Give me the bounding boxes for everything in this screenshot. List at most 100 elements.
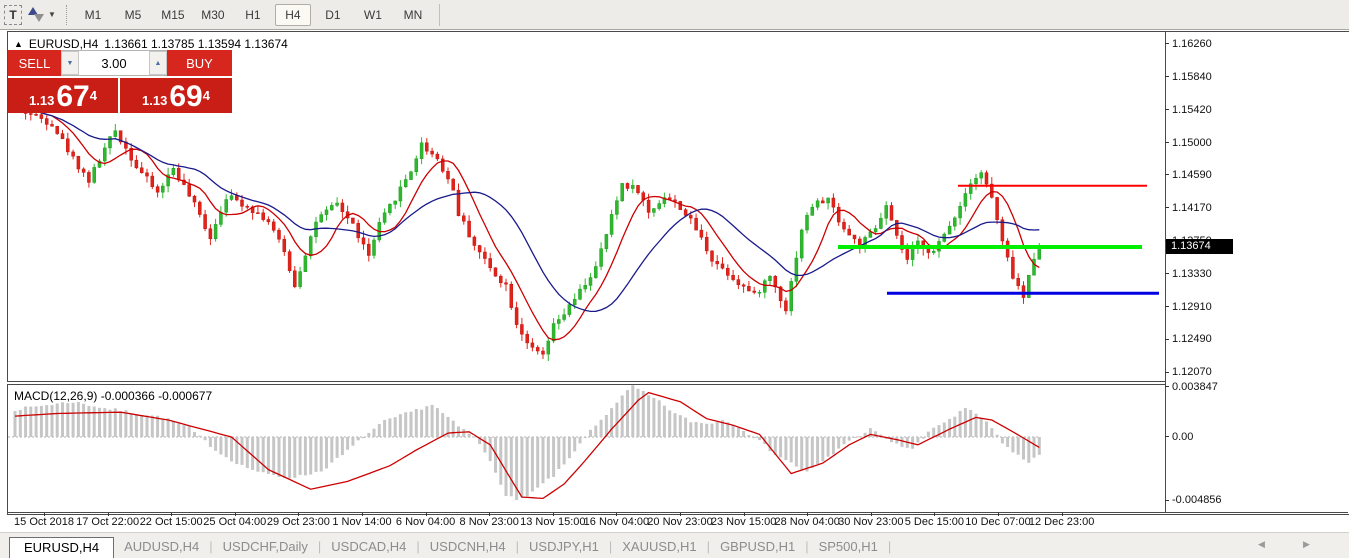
price-tick-label: 1.12490 xyxy=(1172,333,1212,346)
chart-header: ▲ EURUSD,H4 1.13661 1.13785 1.13594 1.13… xyxy=(14,37,288,51)
volume-stepper: ▼ 3.00 ▲ xyxy=(61,50,167,76)
time-tick-label: 25 Oct 04:00 xyxy=(203,516,267,528)
time-tick-label: 20 Nov 23:00 xyxy=(647,516,713,528)
price-tick xyxy=(1165,174,1169,176)
volume-value[interactable]: 3.00 xyxy=(101,55,127,71)
macd-tick xyxy=(1165,499,1169,501)
time-tick xyxy=(298,513,300,516)
arrow-up-icon xyxy=(28,6,38,15)
price-tick xyxy=(1165,207,1169,209)
chart-symbol-label: EURUSD,H4 xyxy=(28,37,99,51)
sell-price-display[interactable]: 1.13 67 4 xyxy=(8,78,118,113)
timeframe-button-mn[interactable]: MN xyxy=(403,7,423,22)
macd-tick-label: 0.00 xyxy=(1172,430,1194,443)
buy-price-prefix: 1.13 xyxy=(142,93,168,108)
tab-separator: | xyxy=(805,538,809,554)
chart-ohlc-values: 1.13661 1.13785 1.13594 1.13674 xyxy=(104,37,288,51)
time-axis: 15 Oct 2018 17 Oct 22:00 22 Oct 15:00 25 Oc… xyxy=(0,513,1349,531)
timeframe-button-h4[interactable]: H4 xyxy=(274,3,311,26)
timeframe-button-w1[interactable]: W1 xyxy=(363,7,382,22)
timeframe-button-h1[interactable]: H1 xyxy=(245,7,261,22)
price-tick xyxy=(1165,371,1169,373)
price-tick-label: 1.15420 xyxy=(1172,103,1212,116)
tab-scroll-right-icon[interactable]: ▶ xyxy=(1303,539,1310,549)
macd-tick-label: -0.004856 xyxy=(1172,494,1222,507)
tab-separator: | xyxy=(887,538,892,554)
sell-price-prefix: 1.13 xyxy=(29,93,55,108)
time-tick xyxy=(807,513,809,516)
tab-usdcad[interactable]: USDCAD,H4 xyxy=(331,538,407,554)
tab-xauusd[interactable]: XAUUSD,H1 xyxy=(622,538,697,554)
price-tick xyxy=(1165,338,1169,340)
time-tick-label: 15 Oct 2018 xyxy=(14,516,74,528)
price-tick-label: 1.15000 xyxy=(1172,136,1212,149)
tab-usdjpy[interactable]: USDJPY,H1 xyxy=(529,538,599,554)
tab-separator: | xyxy=(515,538,520,554)
sell-price-big: 67 xyxy=(56,80,90,113)
time-tick xyxy=(171,513,173,516)
tab-usdcnh[interactable]: USDCNH,H4 xyxy=(429,538,506,554)
sell-button[interactable]: SELL xyxy=(8,50,61,76)
time-tick xyxy=(680,513,681,516)
tab-separator: | xyxy=(209,538,213,554)
timeframe-button-m15[interactable]: M15 xyxy=(161,7,185,22)
price-tick-label: 1.14170 xyxy=(1172,201,1212,214)
arrow-down-icon xyxy=(34,13,44,22)
tab-separator: | xyxy=(706,538,711,554)
tab-sp500[interactable]: SP500,H1 xyxy=(818,538,878,554)
chevron-down-icon[interactable]: ▼ xyxy=(48,10,56,19)
time-tick xyxy=(934,513,936,516)
time-axis-border xyxy=(7,512,1348,513)
sell-price-sup: 4 xyxy=(89,88,97,103)
time-tick-label: 5 Dec 15:00 xyxy=(904,516,965,528)
price-tick xyxy=(1165,43,1169,45)
volume-decrease-button[interactable]: ▼ xyxy=(61,51,79,75)
time-tick-label: 28 Nov 04:00 xyxy=(774,516,840,528)
tab-separator: | xyxy=(317,538,322,554)
text-tool-icon[interactable]: T xyxy=(4,4,22,25)
cursor-arrows-icon[interactable] xyxy=(26,5,46,25)
time-tick-label: 1 Nov 14:00 xyxy=(332,516,392,528)
time-tick-label: 30 Nov 23:00 xyxy=(838,516,904,528)
ma-fast-line xyxy=(14,105,1040,341)
time-tick-label: 13 Nov 15:00 xyxy=(520,516,586,528)
price-tick xyxy=(1165,306,1169,308)
time-tick xyxy=(362,513,363,516)
timeframe-button-m1[interactable]: M1 xyxy=(84,7,102,22)
toolbar-separator xyxy=(438,3,440,26)
time-tick xyxy=(998,513,999,516)
trade-panel-toggle-icon[interactable]: ▲ xyxy=(14,39,23,49)
macd-label: MACD(12,26,9) -0.000366 -0.000677 xyxy=(14,389,213,403)
buy-button[interactable]: BUY xyxy=(167,50,232,76)
timeframe-button-m30[interactable]: M30 xyxy=(201,7,225,22)
panel-divider[interactable] xyxy=(7,381,1165,385)
time-tick xyxy=(1061,513,1063,516)
time-tick-label: 17 Oct 22:00 xyxy=(76,516,140,528)
time-tick-label: 8 Nov 23:00 xyxy=(459,516,519,528)
tab-usdchf[interactable]: USDCHF,Daily xyxy=(222,538,308,554)
tab-scroll-left-icon[interactable]: ◀ xyxy=(1258,539,1265,549)
price-tick xyxy=(1165,142,1169,144)
tab-audusd[interactable]: AUDUSD,H4 xyxy=(124,538,200,554)
timeframe-button-d1[interactable]: D1 xyxy=(325,7,341,22)
tab-gbpusd[interactable]: GBPUSD,H1 xyxy=(720,538,796,554)
time-tick-label: 22 Oct 15:00 xyxy=(139,516,203,528)
macd-indicator-chart[interactable] xyxy=(8,385,1165,507)
tab-eurusd-active[interactable]: EURUSD,H4 xyxy=(9,536,115,558)
volume-increase-button[interactable]: ▲ xyxy=(149,51,167,75)
time-tick xyxy=(107,513,109,516)
time-tick xyxy=(870,513,872,516)
price-tick-label: 1.15840 xyxy=(1172,70,1212,83)
buy-price-display[interactable]: 1.13 69 4 xyxy=(120,78,232,113)
macd-tick-label: 0.003847 xyxy=(1172,380,1218,393)
time-tick-label: 6 Nov 04:00 xyxy=(395,516,456,528)
macd-tick xyxy=(1165,386,1169,388)
price-chart[interactable] xyxy=(8,33,1165,381)
price-tick-label: 1.13330 xyxy=(1172,267,1212,280)
buy-price-sup: 4 xyxy=(202,88,210,103)
timeframe-button-m5[interactable]: M5 xyxy=(124,7,142,22)
time-tick xyxy=(425,513,427,516)
time-tick xyxy=(743,513,745,516)
time-tick xyxy=(616,513,618,516)
